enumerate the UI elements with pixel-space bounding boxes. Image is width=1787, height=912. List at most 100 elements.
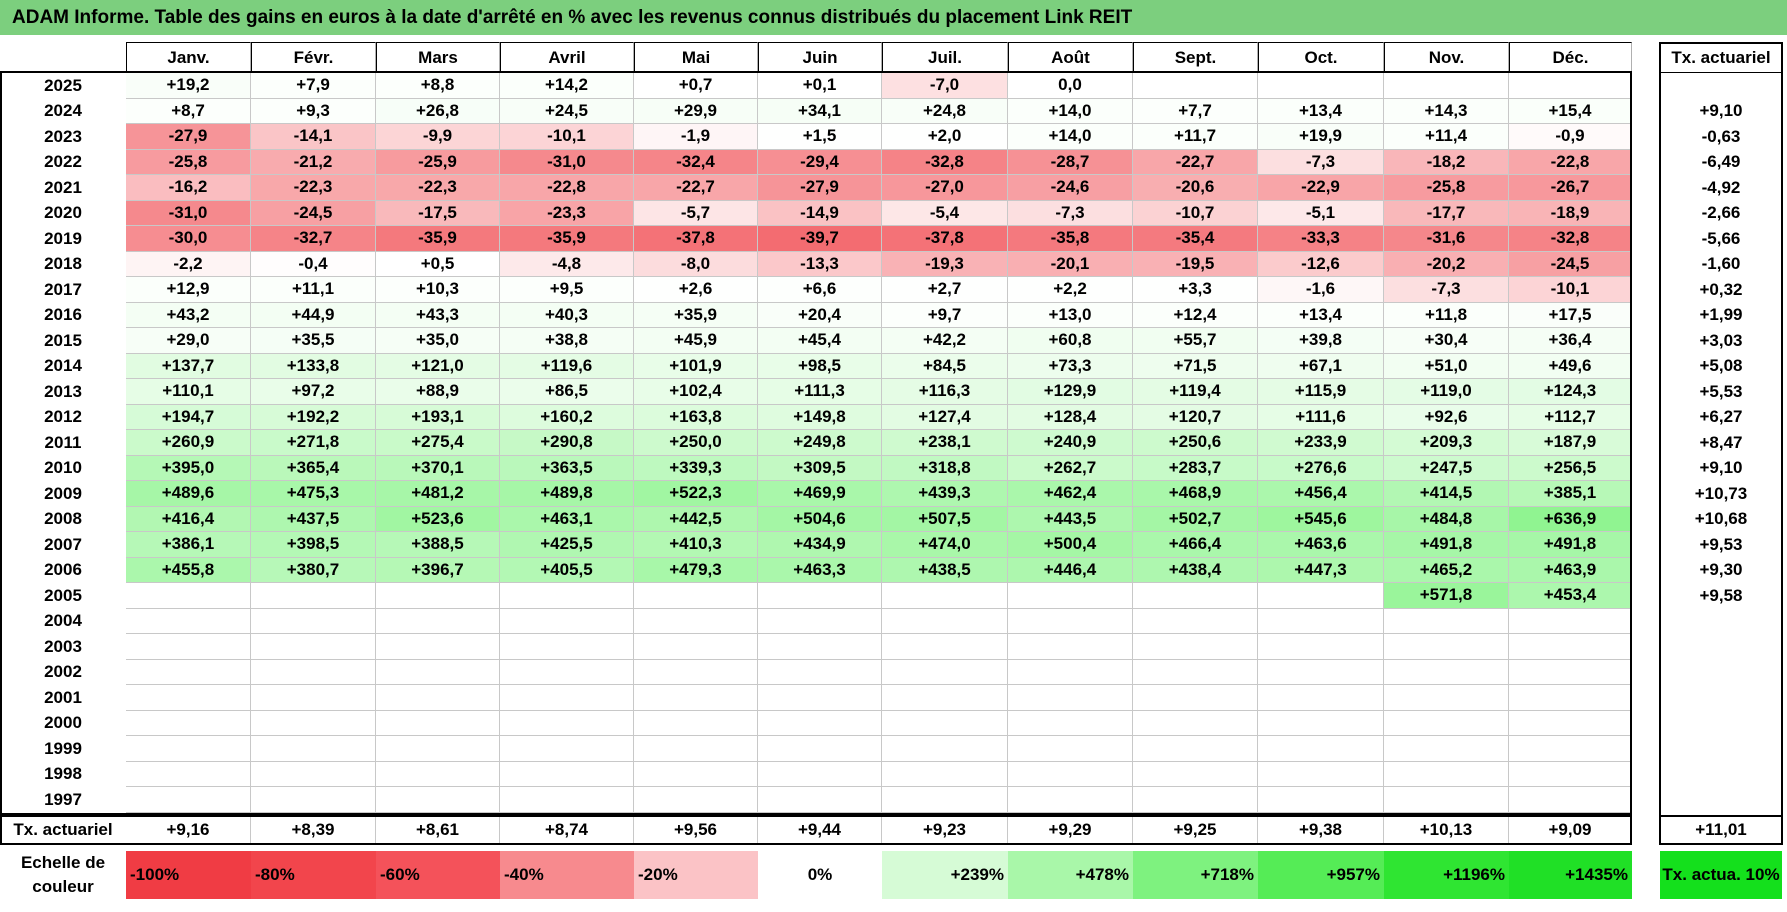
month-header-6: Juil.: [882, 42, 1008, 73]
table-cell: +11,8: [1384, 302, 1509, 328]
year-label: 1998: [44, 764, 82, 784]
table-cell: +636,9: [1509, 506, 1632, 532]
table-cell: +363,5: [500, 455, 634, 481]
table-cell: +474,0: [882, 532, 1008, 558]
table-cell: +92,6: [1384, 404, 1509, 430]
annual-rate: -2,66: [1701, 203, 1741, 223]
table-cell: +24,8: [882, 98, 1008, 124]
table-cell: +10,3: [376, 277, 500, 303]
table-cell: +425,5: [500, 532, 634, 558]
table-cell: +463,1: [500, 506, 634, 532]
total-cell: +9,56: [634, 814, 758, 845]
table-cell: [126, 710, 251, 736]
table-cell: +339,3: [634, 455, 758, 481]
table-cell: +523,6: [376, 506, 500, 532]
table-cell: +414,5: [1384, 481, 1509, 507]
table-cell: [1509, 685, 1632, 711]
table-cell: [500, 710, 634, 736]
table-cell: [376, 634, 500, 660]
table-cell: +271,8: [251, 430, 376, 456]
table-cell: +484,8: [1384, 506, 1509, 532]
table-cell: [1509, 634, 1632, 660]
table-cell: +44,9: [251, 302, 376, 328]
table-cell: +447,3: [1258, 557, 1384, 583]
scale-swatch-11: +1435%: [1509, 851, 1632, 899]
table-cell: -17,7: [1384, 200, 1509, 226]
table-cell: [251, 761, 376, 787]
table-cell: +468,9: [1133, 481, 1258, 507]
table-cell: +545,6: [1258, 506, 1384, 532]
table-cell: +438,4: [1133, 557, 1258, 583]
table-cell: [1509, 736, 1632, 762]
table-cell: -24,5: [1509, 251, 1632, 277]
table-cell: -16,2: [126, 175, 251, 201]
table-cell: [251, 608, 376, 634]
total-cell: +10,13: [1384, 814, 1509, 845]
month-header-7: Août: [1008, 42, 1133, 73]
table-cell: +11,7: [1133, 124, 1258, 150]
table-cell: +110,1: [126, 379, 251, 405]
table-cell: +475,3: [251, 481, 376, 507]
table-cell: -0,4: [251, 251, 376, 277]
table-cell: +17,5: [1509, 302, 1632, 328]
annual-rate: -1,60: [1701, 254, 1741, 274]
table-cell: [634, 634, 758, 660]
table-cell: +8,7: [126, 98, 251, 124]
table-cell: -32,7: [251, 226, 376, 252]
table-cell: [634, 736, 758, 762]
total-cell: +8,74: [500, 814, 634, 845]
table-cell: [882, 736, 1008, 762]
table-cell: +29,9: [634, 98, 758, 124]
table-cell: +119,6: [500, 353, 634, 379]
table-cell: +0,5: [376, 251, 500, 277]
table-cell: +119,0: [1384, 379, 1509, 405]
year-label: 2017: [44, 279, 82, 299]
table-cell: -25,8: [126, 149, 251, 175]
year-label: 2018: [44, 254, 82, 274]
table-cell: [1384, 787, 1509, 813]
table-cell: +187,9: [1509, 430, 1632, 456]
year-label: 2021: [44, 177, 82, 197]
year-label: 2014: [44, 356, 82, 376]
table-cell: -23,3: [500, 200, 634, 226]
table-cell: -7,3: [1258, 149, 1384, 175]
table-cell: [1384, 685, 1509, 711]
table-cell: +55,7: [1133, 328, 1258, 354]
table-cell: +405,5: [500, 557, 634, 583]
month-header-8: Sept.: [1133, 42, 1258, 73]
year-label: 2008: [44, 509, 82, 529]
table-cell: +101,9: [634, 353, 758, 379]
year-label: 2003: [44, 636, 82, 656]
annual-rate: [1660, 609, 1782, 635]
table-cell: +120,7: [1133, 404, 1258, 430]
table-cell: [1509, 608, 1632, 634]
table-cell: +13,0: [1008, 302, 1133, 328]
table-cell: [251, 685, 376, 711]
table-cell: [376, 761, 500, 787]
annual-rate: +3,03: [1699, 330, 1743, 350]
table-cell: +14,3: [1384, 98, 1509, 124]
table-cell: -14,9: [758, 200, 882, 226]
table-cell: +86,5: [500, 379, 634, 405]
table-cell: -5,1: [1258, 200, 1384, 226]
table-cell: +290,8: [500, 430, 634, 456]
table-cell: -10,1: [1509, 277, 1632, 303]
table-cell: +30,4: [1384, 328, 1509, 354]
table-cell: [634, 583, 758, 609]
table-cell: -24,5: [251, 200, 376, 226]
table-cell: +45,9: [634, 328, 758, 354]
year-label: 2013: [44, 381, 82, 401]
annual-header: Tx. actuariel: [1660, 42, 1782, 73]
table-cell: +115,9: [1258, 379, 1384, 405]
total-cell: +9,16: [126, 814, 251, 845]
table-cell: +40,3: [500, 302, 634, 328]
table-cell: -1,6: [1258, 277, 1384, 303]
table-cell: +260,9: [126, 430, 251, 456]
table-cell: [376, 608, 500, 634]
table-cell: +84,5: [882, 353, 1008, 379]
year-label: 2011: [44, 432, 82, 452]
scale-swatch-9: +957%: [1258, 851, 1384, 899]
table-cell: -22,8: [1509, 149, 1632, 175]
month-header-0: Janv.: [126, 42, 251, 73]
table-cell: +463,9: [1509, 557, 1632, 583]
